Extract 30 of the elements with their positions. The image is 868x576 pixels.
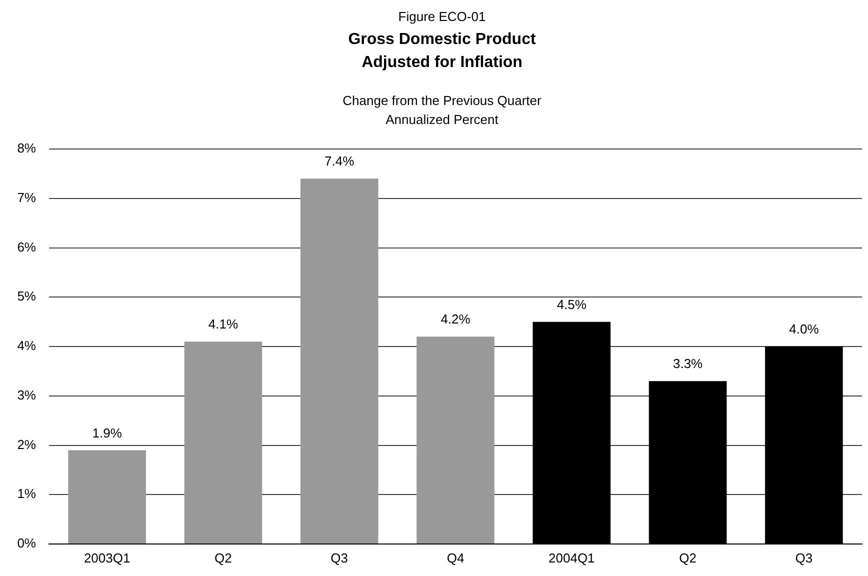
data-label: 4.2% bbox=[440, 312, 471, 327]
data-label: 4.0% bbox=[789, 322, 820, 337]
data-label: 7.4% bbox=[324, 154, 355, 169]
y-tick-label: 2% bbox=[17, 436, 36, 452]
chart-title: Gross Domestic Product Adjusted for Inflation bbox=[348, 31, 536, 71]
y-tick-label: 3% bbox=[17, 387, 36, 402]
text: Figure ECO-01 bbox=[398, 9, 486, 24]
data-label: 4.5% bbox=[556, 296, 587, 312]
data-label: 3.3% bbox=[672, 356, 704, 372]
y-tick-label: 1% bbox=[17, 486, 36, 502]
x-tick-label: Q4 bbox=[446, 550, 464, 566]
x-tick-label: 2003Q1 bbox=[84, 550, 130, 566]
bar bbox=[416, 336, 494, 544]
x-tick-label: Q2 bbox=[679, 550, 696, 566]
y-tick-label: 6% bbox=[17, 239, 36, 254]
y-tick-label: 0% bbox=[17, 536, 36, 551]
data-label: 1.9% bbox=[92, 425, 122, 440]
bar bbox=[300, 178, 378, 544]
x-tick-label: Q2 bbox=[214, 550, 232, 566]
bar bbox=[184, 342, 262, 544]
data-label: 4.1% bbox=[208, 316, 238, 332]
x-tick-label: Q3 bbox=[330, 550, 348, 566]
y-tick-label: 4% bbox=[17, 338, 36, 354]
y-tick-label: 7% bbox=[17, 190, 36, 205]
y-tick-label: 5% bbox=[17, 288, 36, 304]
x-tick-label: 2004Q1 bbox=[548, 550, 595, 566]
y-tick-label: 8% bbox=[17, 140, 36, 156]
x-tick-label: Q3 bbox=[795, 550, 813, 566]
bar bbox=[68, 450, 146, 544]
chart-subtitle: Change from the Previous Quarter Annualized Percent bbox=[342, 93, 542, 127]
